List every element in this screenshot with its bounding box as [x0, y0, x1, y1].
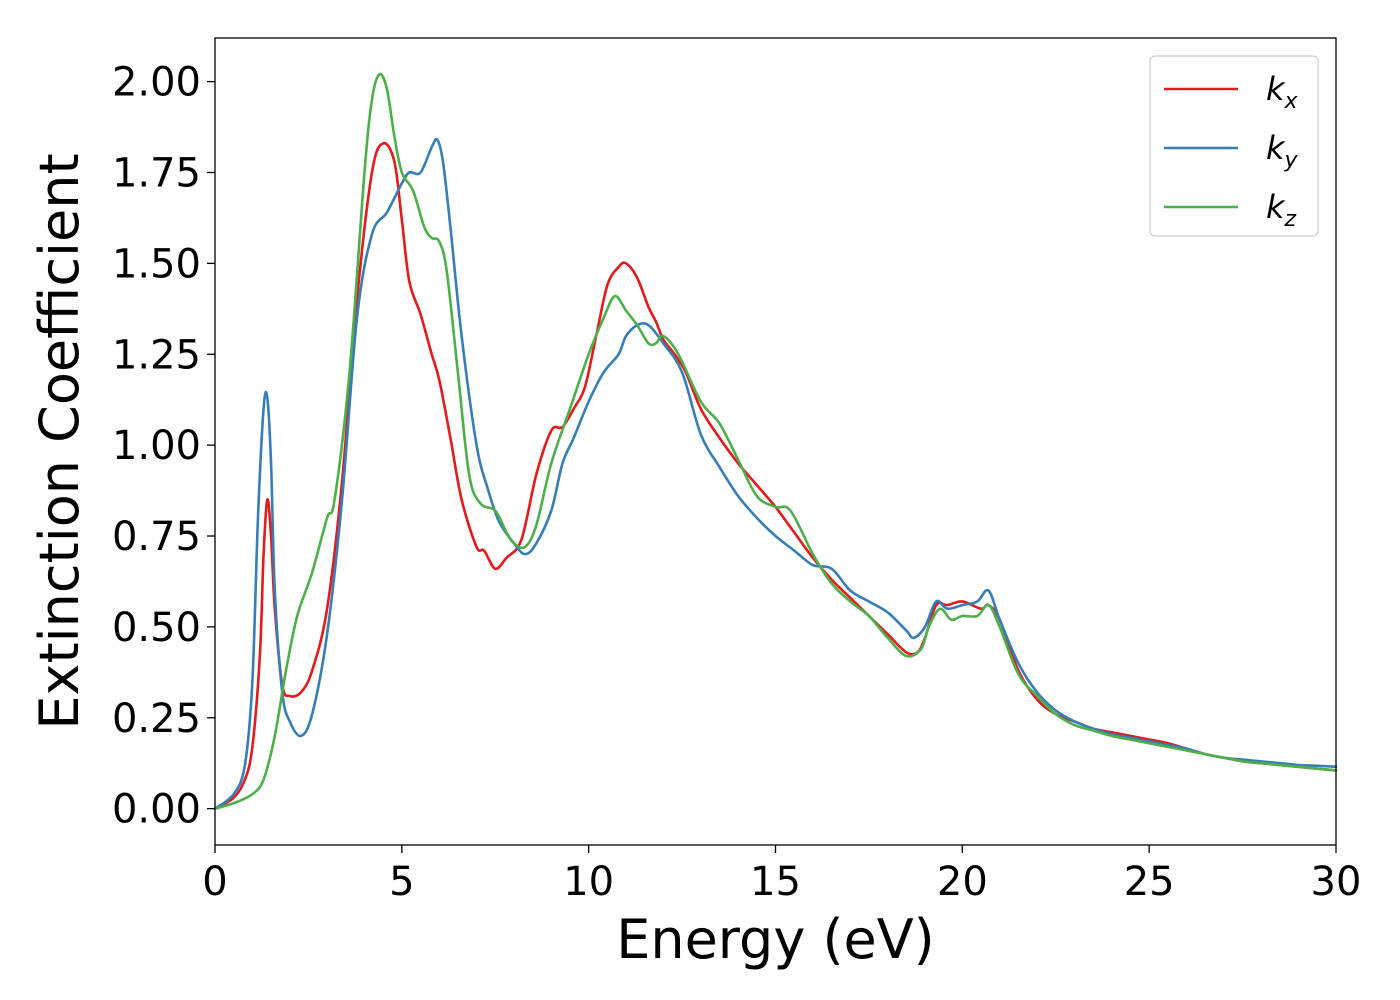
- legend-label-main: k: [1266, 188, 1286, 226]
- x-tick-label: 20: [937, 859, 988, 905]
- series-layer: [213, 72, 1338, 810]
- x-tick-label: 5: [389, 859, 414, 905]
- series-line-ky: [213, 137, 1338, 810]
- series-line-kz: [213, 72, 1338, 810]
- legend-label-ky: ky: [1266, 129, 1299, 173]
- y-tick-label: 1.25: [112, 332, 201, 378]
- y-axis-title: Extinction Coefficient: [28, 153, 91, 729]
- x-tick-label: 30: [1311, 859, 1362, 905]
- legend-label-main: k: [1266, 129, 1286, 167]
- y-tick-label: 0.50: [112, 605, 201, 651]
- x-tick-label: 10: [563, 859, 614, 905]
- legend-box: [1149, 55, 1319, 237]
- y-tick-label: 1.50: [112, 241, 201, 287]
- legend-label-subscript: z: [1284, 207, 1297, 232]
- legend-label-subscript: y: [1284, 148, 1299, 173]
- y-tick-label: 2.00: [112, 60, 201, 106]
- x-axis: 0 5 10 15 20 25 30: [202, 845, 1361, 905]
- y-tick-label: 0.00: [112, 787, 201, 833]
- y-axis: 0.00 0.25 0.50 0.75 1.00 1.25 1.50 1.75 2.00: [112, 60, 215, 833]
- x-tick-label: 0: [202, 859, 227, 905]
- x-tick-label: 15: [750, 859, 801, 905]
- y-tick-label: 0.75: [112, 514, 201, 560]
- legend-label-subscript: x: [1284, 89, 1299, 114]
- legend-label-main: k: [1266, 70, 1286, 108]
- legend-label-kx: kx: [1266, 70, 1299, 114]
- y-tick-label: 0.25: [112, 696, 201, 742]
- y-tick-label: 1.75: [112, 151, 201, 197]
- x-tick-label: 25: [1124, 859, 1175, 905]
- x-axis-title: Energy (eV): [616, 908, 935, 971]
- legend-label-kz: kz: [1266, 188, 1297, 232]
- y-tick-label: 1.00: [112, 423, 201, 469]
